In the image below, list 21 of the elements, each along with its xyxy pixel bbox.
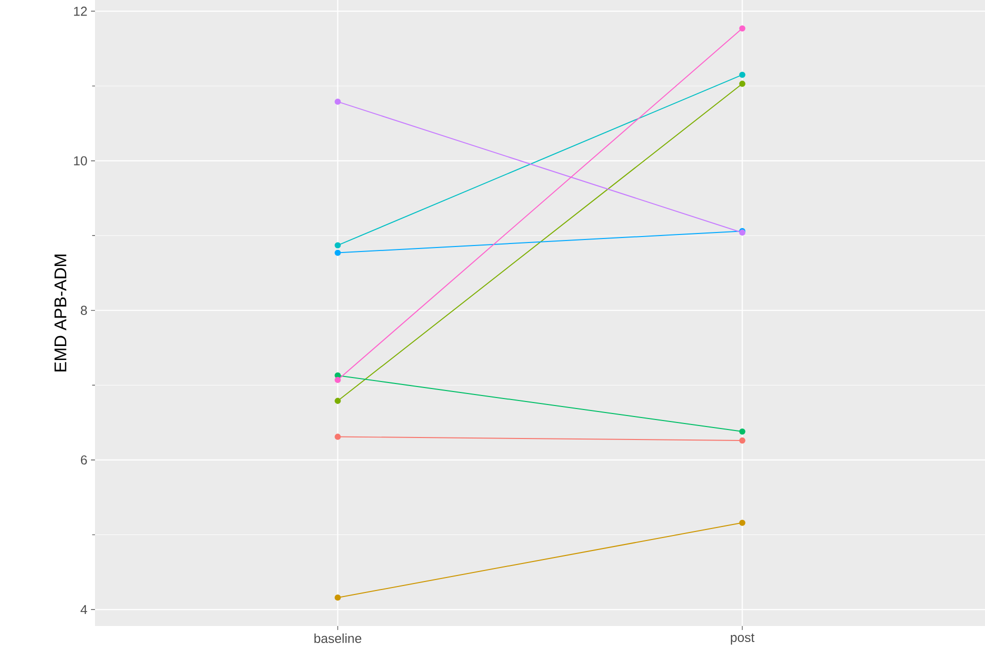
y-tick-label: 6 — [80, 455, 87, 465]
point — [334, 434, 341, 440]
point — [739, 428, 746, 435]
y-tick-label: 4 — [80, 605, 88, 614]
x-tick-label: baseline — [314, 634, 362, 644]
y-tick-label: 8 — [80, 306, 87, 315]
point — [334, 98, 341, 105]
point — [334, 398, 341, 404]
point — [739, 80, 746, 87]
point — [334, 250, 341, 256]
y-axis-title: EMD APB-ADM — [54, 254, 66, 372]
point — [739, 437, 746, 444]
x-tick-label: post — [730, 634, 754, 645]
y-tick-label: 10 — [74, 156, 87, 166]
point — [334, 242, 341, 248]
point — [739, 520, 746, 526]
point — [334, 594, 341, 601]
point — [739, 72, 746, 78]
point — [739, 25, 746, 32]
y-tick-label: 12 — [74, 6, 87, 16]
point — [334, 376, 341, 384]
